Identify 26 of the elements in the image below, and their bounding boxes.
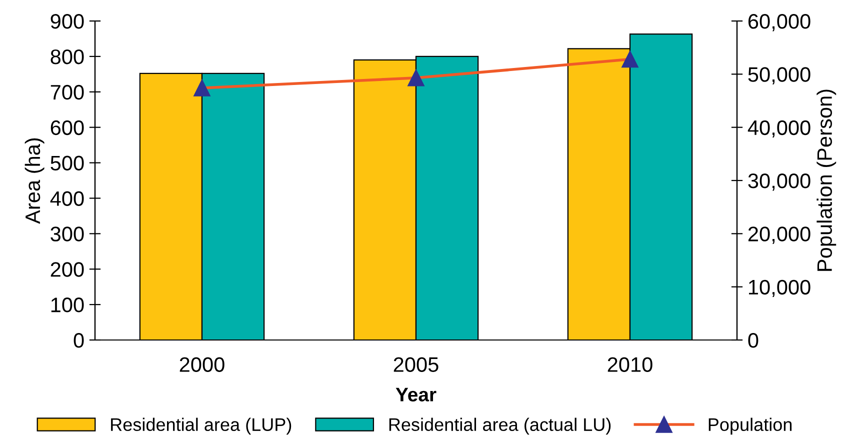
y2-axis-title: Population (Person) [816, 90, 836, 271]
y-tick-label: 0 [74, 333, 84, 348]
legend-label: Residential area (LUP) [111, 418, 292, 435]
y-tick-label: 600 [50, 120, 84, 136]
x-axis-title: Year [396, 388, 436, 402]
y2-tick-label: 20,000 [748, 226, 810, 244]
y-axis-title: Area (ha) [24, 138, 44, 224]
y2-tick-label: 10,000 [749, 280, 810, 298]
y-tick-label: 100 [51, 298, 84, 312]
y-tick-label: 400 [50, 191, 84, 206]
y-tick-label: 200 [50, 262, 84, 277]
x-tick-label: 2000 [180, 357, 224, 372]
x-tick-label: 2010 [608, 357, 652, 372]
legend-label: Population [708, 418, 792, 435]
y-tick-label: 800 [50, 49, 84, 64]
y-tick-label: 500 [50, 156, 84, 171]
y2-tick-label: 40,000 [748, 120, 810, 138]
y2-tick-label: 50,000 [748, 67, 810, 84]
y2-tick-label: 0 [748, 333, 758, 348]
y-tick-label: 300 [50, 226, 84, 242]
legend-label: Residential area (actual LU) [389, 418, 611, 435]
x-tick-label: 2005 [394, 357, 438, 372]
y-tick-label: 700 [50, 84, 84, 100]
y2-tick-label: 60,000 [748, 14, 810, 32]
y-tick-label: 900 [50, 14, 84, 29]
y2-tick-label: 30,000 [748, 174, 810, 191]
